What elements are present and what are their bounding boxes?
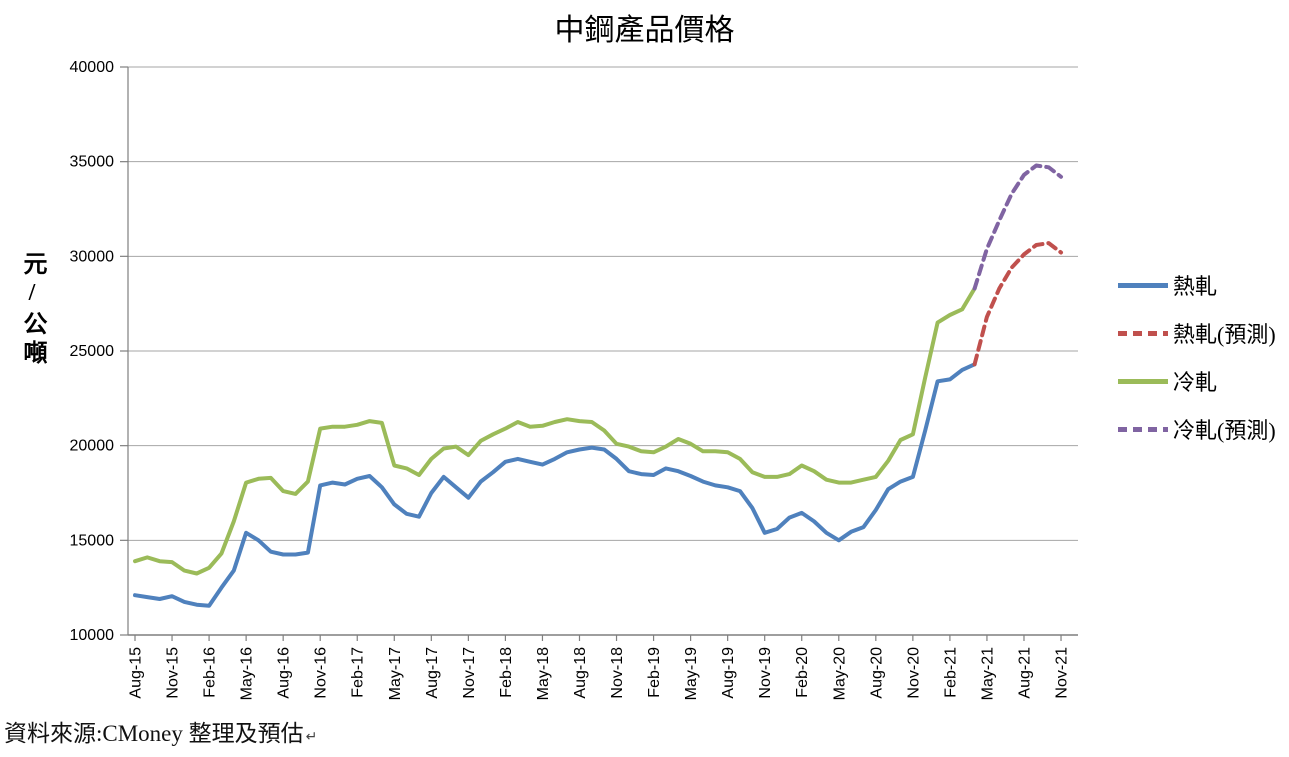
- x-tick-label: Nov-20: [905, 647, 922, 699]
- y-axis-title: 元/公噸: [19, 251, 45, 369]
- legend-item-cold-rolled-forecast: 冷軋(預測): [1118, 415, 1276, 443]
- x-tick-label: Aug-21: [1016, 647, 1033, 699]
- x-tick-label: Nov-19: [757, 647, 774, 699]
- series-line-熱軋: [133, 362, 977, 608]
- source-text: 資料來源:CMoney 整理及預估: [4, 721, 304, 746]
- x-tick-label: Nov-21: [1054, 647, 1071, 699]
- legend: 熱軋 熱軋(預測) 冷軋 冷軋(預測): [1118, 271, 1276, 443]
- series-line-熱軋(預測): [972, 241, 1063, 367]
- x-tick-label: Aug-15: [128, 647, 145, 699]
- y-tick-label: 20000: [70, 438, 115, 455]
- x-tick-label: Feb-16: [202, 647, 219, 698]
- legend-line-sample: [1118, 378, 1168, 384]
- legend-label: 冷軋: [1173, 370, 1218, 395]
- legend-item-cold-rolled: 冷軋: [1118, 367, 1276, 395]
- legend-line-sample: [1118, 330, 1168, 336]
- x-tick-label: May-21: [979, 647, 996, 700]
- source-note: 資料來源:CMoney 整理及預估 ↵: [4, 714, 317, 748]
- y-tick-label: 10000: [70, 627, 115, 644]
- y-tick-label: 25000: [70, 343, 115, 360]
- x-tick-label: May-20: [831, 647, 848, 700]
- x-tick-label: Aug-19: [720, 647, 737, 699]
- x-tick-label: Feb-17: [350, 647, 367, 698]
- chart-title: 中鋼產品價格: [554, 14, 735, 47]
- legend-item-hot-rolled: 熱軋: [1118, 271, 1276, 299]
- y-tick-label: 40000: [70, 59, 115, 76]
- x-tick-label: May-17: [387, 647, 404, 700]
- x-tick-label: Feb-19: [646, 647, 663, 698]
- x-tick-label: Feb-18: [498, 647, 515, 698]
- x-tick-label: Feb-21: [942, 647, 959, 698]
- x-tick-label: May-18: [535, 647, 552, 700]
- legend-label: 熱軋(預測): [1173, 322, 1276, 347]
- legend-item-hot-rolled-forecast: 熱軋(預測): [1118, 319, 1276, 347]
- x-tick-label: Aug-18: [572, 647, 589, 699]
- x-tick-label: Nov-15: [165, 647, 182, 699]
- return-mark: ↵: [305, 730, 318, 745]
- x-tick-label: May-16: [239, 647, 256, 700]
- legend-label: 熱軋: [1173, 274, 1218, 299]
- series-line-冷軋: [133, 286, 977, 576]
- legend-line-sample: [1118, 282, 1168, 288]
- x-tick-label: Nov-17: [461, 647, 478, 699]
- x-tick-label: Nov-18: [609, 647, 626, 699]
- x-tick-label: Feb-20: [794, 647, 811, 698]
- legend-label: 冷軋(預測): [1173, 418, 1276, 443]
- y-tick-label: 35000: [70, 154, 115, 171]
- legend-line-sample: [1118, 426, 1168, 432]
- x-tick-label: Aug-20: [868, 647, 885, 699]
- x-tick-label: May-19: [683, 647, 700, 700]
- x-tick-label: Aug-17: [424, 647, 441, 699]
- y-tick-label: 30000: [70, 248, 115, 265]
- x-tick-label: Aug-16: [276, 647, 293, 699]
- y-tick-label: 15000: [70, 532, 115, 549]
- series-line-冷軋(預測): [972, 163, 1063, 291]
- x-tick-label: Nov-16: [313, 647, 330, 699]
